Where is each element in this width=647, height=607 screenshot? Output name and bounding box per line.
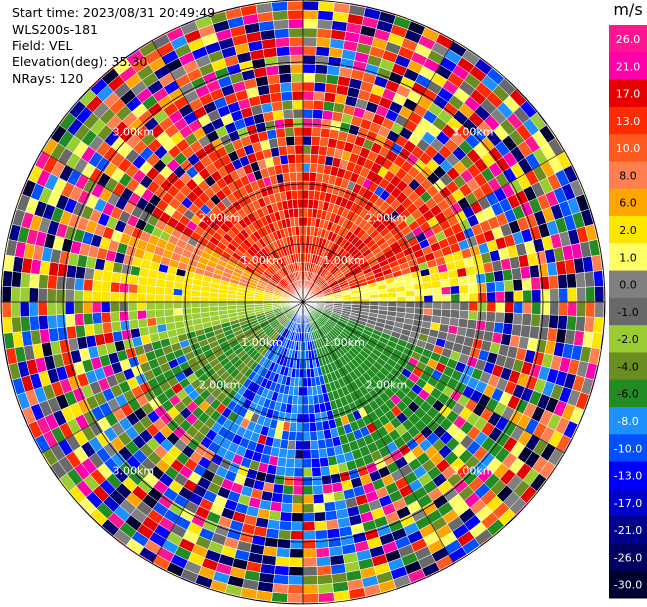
colorbar-tick-label: -8.0 [617, 415, 638, 428]
colorbar-segment [609, 297, 647, 326]
colorbar-tick-label: 8.0 [619, 169, 637, 182]
elevation-label: Elevation(deg): 35.30 [12, 54, 148, 69]
colorbar-tick-label: -17.0 [614, 497, 642, 510]
azimuth-spoke [41, 150, 565, 454]
station-label: WLS200s-181 [12, 22, 98, 37]
ring-label: 3.00km [113, 465, 155, 478]
colorbar-tick-label: 10.0 [616, 142, 641, 155]
field-label: Field: VEL [12, 38, 73, 53]
colorbar-segment [609, 570, 647, 599]
colorbar-tick-label: 17.0 [616, 88, 641, 101]
colorbar-tick-label: 1.0 [619, 251, 637, 264]
colorbar-tick-label: 6.0 [619, 197, 637, 210]
colorbar-segment [609, 352, 647, 381]
colorbar-tick-label: -21.0 [614, 524, 642, 537]
colorbar-segment [609, 25, 647, 53]
colorbar-segment [609, 325, 647, 353]
colorbar-segment [609, 461, 647, 490]
colorbar-segment [609, 52, 647, 81]
nrays-label: NRays: 120 [12, 71, 84, 86]
colorbar-segment [609, 161, 647, 190]
colorbar-tick-label: 0.0 [619, 279, 637, 292]
colorbar-tick-label: -13.0 [614, 470, 642, 483]
ring-label: 3.00km [113, 125, 155, 138]
colorbar-tick-label: -30.0 [614, 579, 642, 592]
colorbar-segment [609, 434, 647, 463]
ring-label: 1.00km [241, 336, 283, 349]
colorbar-segment [609, 379, 647, 408]
ring-label: 1.00km [323, 336, 365, 349]
ring-label: 2.00km [199, 212, 241, 225]
colorbar-tick-label: 2.0 [619, 224, 637, 237]
colorbar-tick-label: -1.0 [617, 306, 638, 319]
ring-label: 2.00km [199, 378, 241, 391]
colorbar-segment [609, 106, 647, 135]
colorbar-tick-label: -26.0 [614, 551, 642, 564]
ring-label: 3.00km [452, 125, 494, 138]
colorbar-segment [609, 188, 647, 217]
colorbar-tick-label: 26.0 [616, 33, 641, 46]
ring-label: 2.00km [366, 212, 408, 225]
colorbar-segment [609, 270, 647, 299]
colorbar-tick-label: -6.0 [617, 388, 638, 401]
ring-label: 1.00km [241, 254, 283, 267]
velocity-field [1, 0, 605, 604]
colorbar-tick-label: 21.0 [616, 60, 641, 73]
colorbar-tick-label: -10.0 [614, 442, 642, 455]
ring-label: 2.00km [366, 378, 408, 391]
colorbar-segment [609, 134, 647, 162]
colorbar-segment [609, 488, 647, 517]
start-time-label: Start time: 2023/08/31 20:49:49 [12, 5, 216, 20]
colorbar-segment [609, 216, 647, 244]
colorbar-tick-label: -2.0 [617, 333, 638, 346]
colorbar-segment [609, 243, 647, 272]
colorbar-tick-label: -4.0 [617, 360, 638, 373]
colorbar-segment [609, 543, 647, 572]
colorbar-tick-label: 13.0 [616, 115, 641, 128]
colorbar-unit: m/s [613, 0, 643, 19]
ring-label: 3.00km [452, 465, 494, 478]
ring-label: 1.00km [323, 254, 365, 267]
colorbar-segment [609, 516, 647, 544]
colorbar-segment [609, 407, 647, 435]
colorbar-segment [609, 79, 647, 108]
